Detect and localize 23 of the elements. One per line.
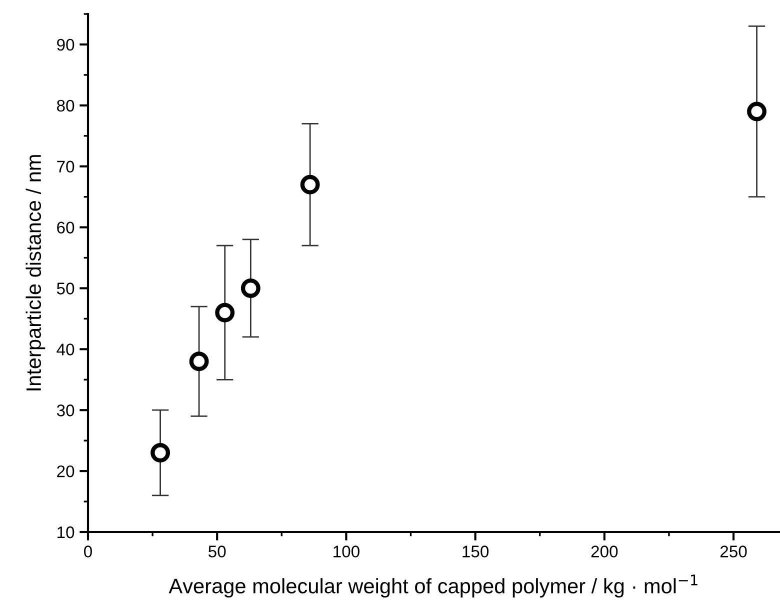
y-tick-label: 60 (57, 222, 74, 234)
y-tick-label: 80 (56, 100, 74, 112)
point (215, 302, 235, 322)
point (747, 102, 766, 122)
point (240, 278, 260, 298)
y-tick-label: 90 (57, 38, 74, 51)
x-tick-label: 0 (84, 546, 92, 558)
y-tick-label: 50 (56, 282, 74, 294)
point (150, 443, 170, 462)
x-tick-label: 150 (462, 546, 489, 558)
y-tick-label: 30 (56, 404, 74, 416)
y-tick-label: 20 (57, 465, 74, 478)
x-tick-label: 50 (208, 546, 226, 558)
y-tick-label: 40 (56, 344, 74, 356)
x-tick-label: 100 (334, 546, 360, 558)
y-axis-title: Interparticle distance / nm (26, 155, 46, 390)
y-tick-label: 10 (58, 526, 74, 538)
x-axis-title: Average molecular weight of capped polymer / kg · mol$^{−1}$ (168, 574, 698, 598)
point (189, 352, 209, 372)
x-tick-label: 200 (591, 546, 618, 558)
point (300, 174, 320, 194)
x-tick-label: 250 (720, 546, 747, 558)
y-tick-label: 70 (57, 160, 74, 173)
